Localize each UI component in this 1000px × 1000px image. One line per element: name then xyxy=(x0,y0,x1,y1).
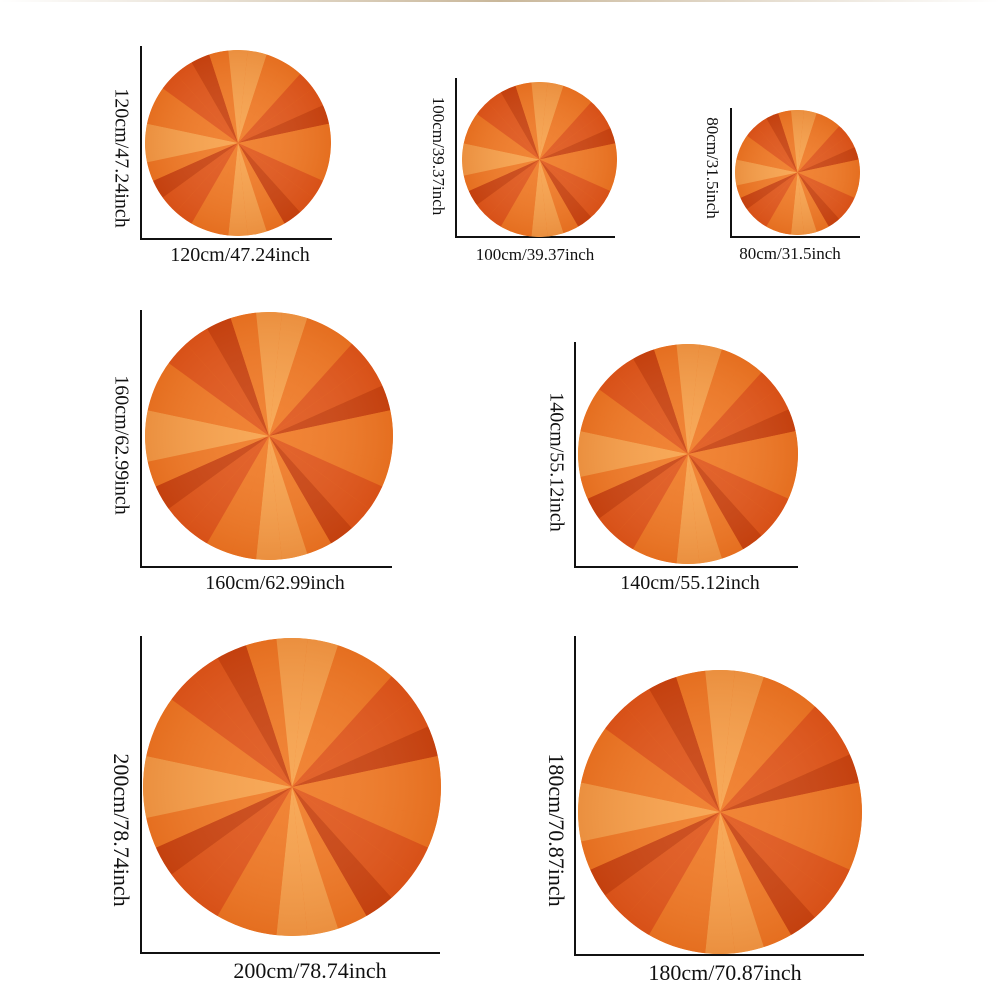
round-rug-image xyxy=(462,82,617,237)
width-label: 180cm/70.87inch xyxy=(648,960,802,985)
width-axis xyxy=(574,566,798,568)
width-axis xyxy=(140,238,332,240)
width-label: 80cm/31.5inch xyxy=(739,244,841,263)
rug-pattern xyxy=(145,312,393,560)
width-axis xyxy=(140,952,440,954)
width-axis xyxy=(730,236,860,238)
rug-pattern xyxy=(735,110,860,235)
width-label: 120cm/47.24inch xyxy=(170,244,310,266)
width-axis xyxy=(140,566,392,568)
height-label: 160cm/62.99inch xyxy=(110,375,133,515)
height-axis xyxy=(574,342,576,568)
width-label: 100cm/39.37inch xyxy=(475,245,595,264)
round-rug-image xyxy=(735,110,860,235)
width-axis xyxy=(574,954,864,956)
height-axis xyxy=(730,108,732,238)
height-label: 140cm/55.12inch xyxy=(545,392,568,532)
width-label: 140cm/55.12inch xyxy=(620,572,760,594)
top-divider xyxy=(0,0,1000,2)
height-label: 200cm/78.74inch xyxy=(109,753,134,907)
height-label: 80cm/31.5inch xyxy=(703,117,722,219)
height-axis xyxy=(455,78,457,238)
round-rug-image xyxy=(578,670,862,954)
rug-pattern xyxy=(143,638,441,936)
rug-pattern xyxy=(578,670,862,954)
height-axis xyxy=(140,310,142,568)
height-label: 120cm/47.24inch xyxy=(110,88,133,228)
width-label: 160cm/62.99inch xyxy=(205,572,345,594)
height-axis xyxy=(140,46,142,240)
rug-pattern xyxy=(578,344,798,564)
width-axis xyxy=(455,236,615,238)
height-axis xyxy=(574,636,576,956)
height-axis xyxy=(140,636,142,954)
round-rug-image xyxy=(145,50,331,236)
round-rug-image xyxy=(143,638,441,936)
rug-pattern xyxy=(462,82,617,237)
round-rug-image xyxy=(578,344,798,564)
rug-pattern xyxy=(145,50,331,236)
round-rug-image xyxy=(145,312,393,560)
height-label: 100cm/39.37inch xyxy=(429,96,448,216)
width-label: 200cm/78.74inch xyxy=(233,958,387,983)
height-label: 180cm/70.87inch xyxy=(544,753,569,907)
